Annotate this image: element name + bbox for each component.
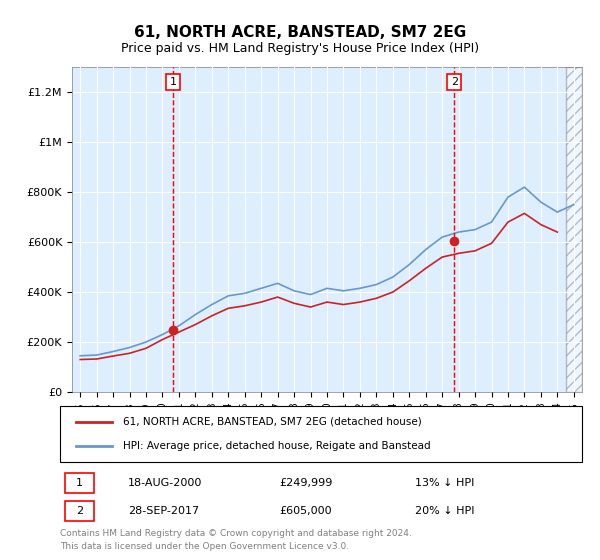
Text: 1: 1 bbox=[169, 77, 176, 87]
Text: 2: 2 bbox=[451, 77, 458, 87]
Text: 1: 1 bbox=[76, 478, 83, 488]
Text: 28-SEP-2017: 28-SEP-2017 bbox=[128, 506, 199, 516]
Text: Price paid vs. HM Land Registry's House Price Index (HPI): Price paid vs. HM Land Registry's House … bbox=[121, 42, 479, 55]
FancyBboxPatch shape bbox=[60, 406, 582, 462]
Bar bbox=[566, 67, 582, 392]
FancyBboxPatch shape bbox=[65, 473, 94, 493]
FancyBboxPatch shape bbox=[65, 501, 94, 521]
Text: Contains HM Land Registry data © Crown copyright and database right 2024.: Contains HM Land Registry data © Crown c… bbox=[60, 529, 412, 538]
Text: £249,999: £249,999 bbox=[279, 478, 332, 488]
Text: 20% ↓ HPI: 20% ↓ HPI bbox=[415, 506, 475, 516]
Text: This data is licensed under the Open Government Licence v3.0.: This data is licensed under the Open Gov… bbox=[60, 542, 349, 550]
Text: 13% ↓ HPI: 13% ↓ HPI bbox=[415, 478, 475, 488]
Text: 61, NORTH ACRE, BANSTEAD, SM7 2EG: 61, NORTH ACRE, BANSTEAD, SM7 2EG bbox=[134, 25, 466, 40]
Text: £605,000: £605,000 bbox=[279, 506, 332, 516]
Text: 18-AUG-2000: 18-AUG-2000 bbox=[128, 478, 202, 488]
Text: HPI: Average price, detached house, Reigate and Banstead: HPI: Average price, detached house, Reig… bbox=[122, 441, 430, 451]
Text: 61, NORTH ACRE, BANSTEAD, SM7 2EG (detached house): 61, NORTH ACRE, BANSTEAD, SM7 2EG (detac… bbox=[122, 417, 421, 427]
Text: 2: 2 bbox=[76, 506, 83, 516]
